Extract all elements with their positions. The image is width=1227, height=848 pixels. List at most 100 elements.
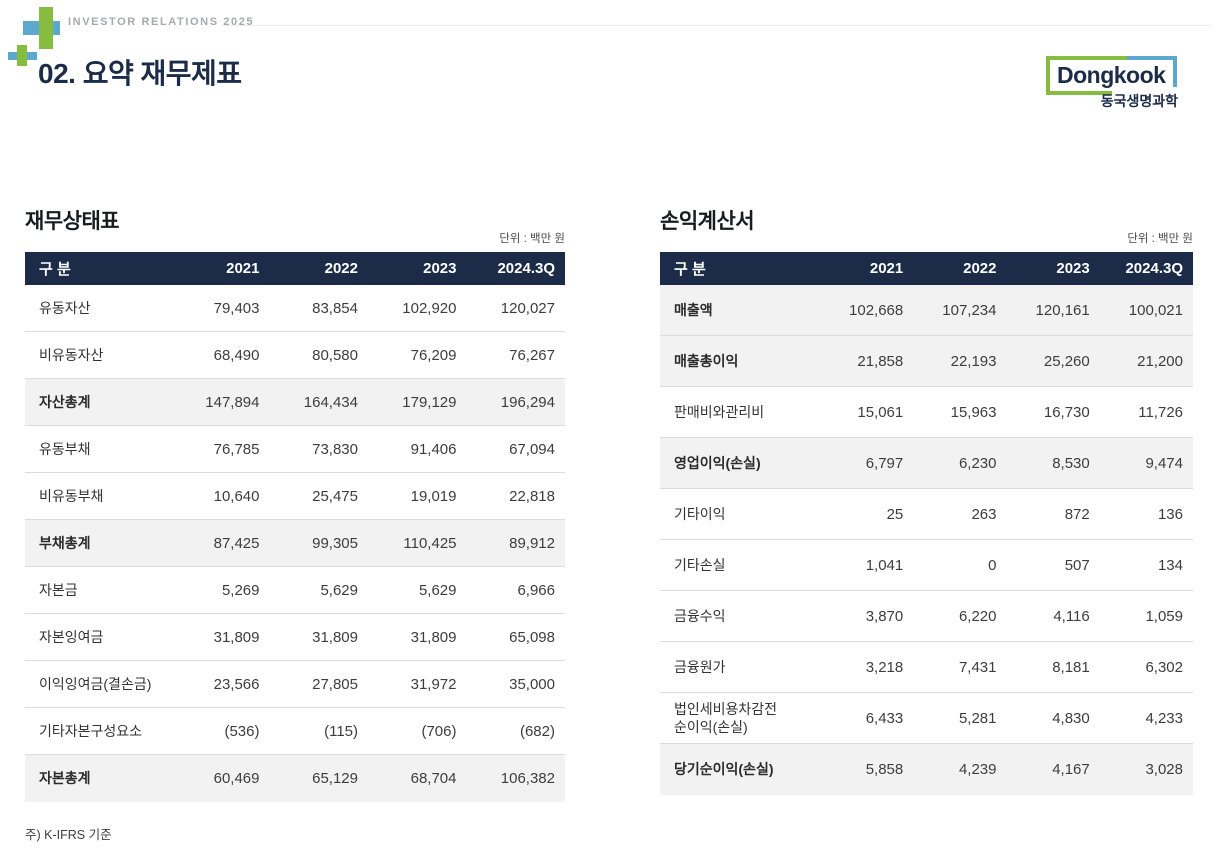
row-value: 87,425 [213,534,260,552]
row-label: 자본잉여금 [39,628,104,645]
table-row: 매출총이익 21,858 22,193 25,260 21,200 [660,336,1193,387]
divider-line [222,25,1210,26]
row-value: 0 [988,556,997,574]
row-label: 기타손실 [674,556,726,573]
row-value: 196,294 [500,393,555,411]
row-value: 99,305 [312,534,358,552]
row-label: 영업이익(손실) [674,454,761,471]
row-value: 6,433 [865,709,904,727]
row-value: 4,116 [1053,607,1090,625]
plus-icon [39,7,53,49]
row-value: 68,490 [213,346,260,364]
logo-frame [1046,56,1127,60]
row-value: 31,809 [213,628,260,646]
row-value: 872 [1064,505,1090,523]
row-label: 자본총계 [39,770,91,787]
row-label: 기타자본구성요소 [39,722,143,739]
row-value: 4,167 [1052,761,1090,778]
row-label: 매출총이익 [674,352,739,369]
row-value: 134 [1157,556,1183,574]
table-row: 금융원가 3,218 7,431 8,181 6,302 [660,642,1193,693]
table-row: 이익잉여금(결손금) 23,566 27,805 31,972 35,000 [25,661,565,708]
row-label: 부채총계 [39,534,91,551]
table-row: 자본잉여금 31,809 31,809 31,809 65,098 [25,614,565,661]
row-value: 79,403 [213,299,260,317]
footnote: 주) K-IFRS 기준 [25,828,112,842]
row-value: 10,640 [213,487,260,505]
row-label: 법인세비용차감전 순이익(손실) [674,700,778,735]
row-value: 5,269 [221,581,260,599]
balance-sheet-body: 유동자산 79,403 83,854 102,920 120,027 비유동자산… [25,285,565,802]
table-row: 판매비와관리비 15,061 15,963 16,730 11,726 [660,387,1193,438]
row-value: 22,193 [950,352,997,370]
row-value: 60,469 [213,770,260,787]
row-value: 31,809 [410,628,457,646]
row-value: 27,805 [312,675,358,693]
row-value: (682) [519,722,555,740]
page-title: 02. 요약 재무제표 [38,58,242,89]
row-value: 23,566 [213,675,260,693]
dongkook-korean-name: 동국생명과학 [1100,93,1178,109]
income-statement-body: 매출액 102,668 107,234 120,161 100,021 매출총이… [660,285,1193,795]
row-value: 7,431 [958,658,997,676]
table-header-row: 구 분 2021 2022 2023 2024.3Q [660,252,1193,285]
column-header: 2022 [324,260,358,277]
dongkook-logo: Dongkook 동국생명과학 [1046,56,1178,109]
eyebrow-text: INVESTOR RELATIONS 2025 [68,16,255,28]
row-value: 76,267 [509,346,555,364]
row-label: 유동부채 [39,440,91,457]
row-value: 4,239 [958,761,997,778]
column-header: 2022 [963,260,997,277]
table-row: 기타이익 25 263 872 136 [660,489,1193,540]
table-row: 부채총계 87,425 99,305 110,425 89,912 [25,520,565,567]
table-row: 자본금 5,269 5,629 5,629 6,966 [25,567,565,614]
row-value: 68,704 [410,770,457,787]
row-value: 8,530 [1052,454,1090,472]
column-header: 2021 [226,260,260,277]
plus-icon [17,45,27,66]
row-value: 19,019 [410,487,457,505]
table-row: 매출액 102,668 107,234 120,161 100,021 [660,285,1193,336]
row-value: 83,854 [312,299,358,317]
unit-label: 단위 : 백만 원 [499,233,565,245]
row-value: (115) [324,722,358,740]
income-statement-title: 손익계산서 [660,210,755,233]
table-row: 자본총계 60,469 65,129 68,704 106,382 [25,755,565,802]
row-value: 76,785 [213,440,260,458]
row-value: (706) [421,722,457,740]
dongkook-wordmark: Dongkook [1057,62,1166,88]
row-label: 당기순이익(손실) [674,761,774,778]
row-value: 3,218 [865,658,904,676]
row-value: 1,041 [865,556,904,574]
row-value: 25 [886,505,904,523]
row-label: 판매비와관리비 [674,403,765,420]
row-value: 16,730 [1043,403,1090,421]
row-value: 5,858 [865,761,904,778]
row-label: 비유동자산 [39,346,104,363]
row-value: 4,830 [1052,709,1090,727]
row-value: 22,818 [509,487,555,505]
row-value: 136 [1157,505,1183,523]
row-value: 102,920 [402,299,457,317]
column-header: 구 분 [674,261,706,278]
table-row: 유동부채 76,785 73,830 91,406 67,094 [25,426,565,473]
row-value: 89,912 [509,534,555,552]
row-value: 147,894 [205,393,260,411]
row-value: 6,302 [1145,658,1183,676]
table-row: 기타손실 1,041 0 507 134 [660,540,1193,591]
row-value: 9,474 [1145,454,1183,472]
column-header: 2023 [423,260,457,277]
row-value: 31,972 [410,675,457,693]
row-label: 금융원가 [674,658,726,675]
row-value: 6,797 [865,454,904,472]
row-label: 자본금 [39,581,78,598]
row-value: 120,027 [500,299,555,317]
row-value: 5,281 [958,709,997,727]
row-value: 100,021 [1128,301,1183,319]
row-label: 자산총계 [39,393,91,410]
row-value: 263 [971,505,997,523]
row-label: 이익잉여금(결손금) [39,675,152,692]
income-statement-panel: 손익계산서 단위 : 백만 원 구 분 2021 2022 2023 2024.… [660,205,1193,795]
row-value: 106,382 [500,770,555,787]
